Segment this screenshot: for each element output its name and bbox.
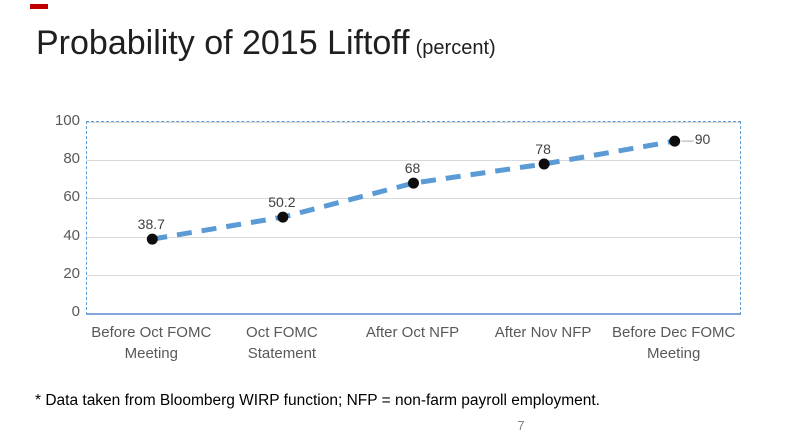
series-line	[151, 138, 676, 242]
data-point-marker	[538, 158, 550, 170]
slide-title-text: Probability of 2015 Liftoff	[36, 24, 410, 62]
x-category-label: Before Dec FOMC Meeting	[612, 324, 736, 362]
y-tick-label: 80	[63, 150, 80, 168]
slide-title-suffix: (percent)	[415, 37, 496, 59]
data-point-label: 78	[535, 141, 551, 158]
x-category-label: After Nov NFP	[494, 324, 592, 341]
y-tick-label: 0	[71, 303, 80, 320]
plot-area	[86, 121, 741, 315]
gridline	[87, 236, 740, 238]
data-point-marker	[146, 233, 158, 245]
data-point-label: 68	[404, 160, 421, 177]
data-point-marker	[408, 177, 419, 189]
y-tick-label: 100	[54, 112, 80, 129]
gridline	[87, 198, 740, 200]
x-category-label: Before Oct FOMC Meeting	[91, 324, 212, 362]
y-tick-label: 40	[63, 226, 80, 244]
x-category-label: After Oct NFP	[365, 324, 460, 341]
gridline	[87, 160, 740, 162]
red-accent-dash	[30, 4, 48, 9]
footnote: * Data taken from Bloomberg WIRP functio…	[35, 392, 600, 409]
data-point-label: 38.7	[137, 216, 165, 233]
series-svg	[146, 135, 694, 245]
gridline	[87, 274, 740, 276]
y-tick-label: 20	[63, 264, 80, 282]
data-point-label: 90	[694, 131, 711, 148]
x-category-label: Oct FOMC Statement	[246, 324, 318, 362]
data-point-marker	[669, 135, 681, 147]
data-point-label: 50.2	[268, 194, 296, 211]
slide-title: Probability of 2015 Liftoff (percent)	[36, 24, 496, 63]
data-point-marker	[277, 211, 289, 223]
page-number: 7	[517, 418, 525, 433]
gridline	[87, 122, 740, 123]
y-tick-label: 60	[63, 188, 80, 206]
